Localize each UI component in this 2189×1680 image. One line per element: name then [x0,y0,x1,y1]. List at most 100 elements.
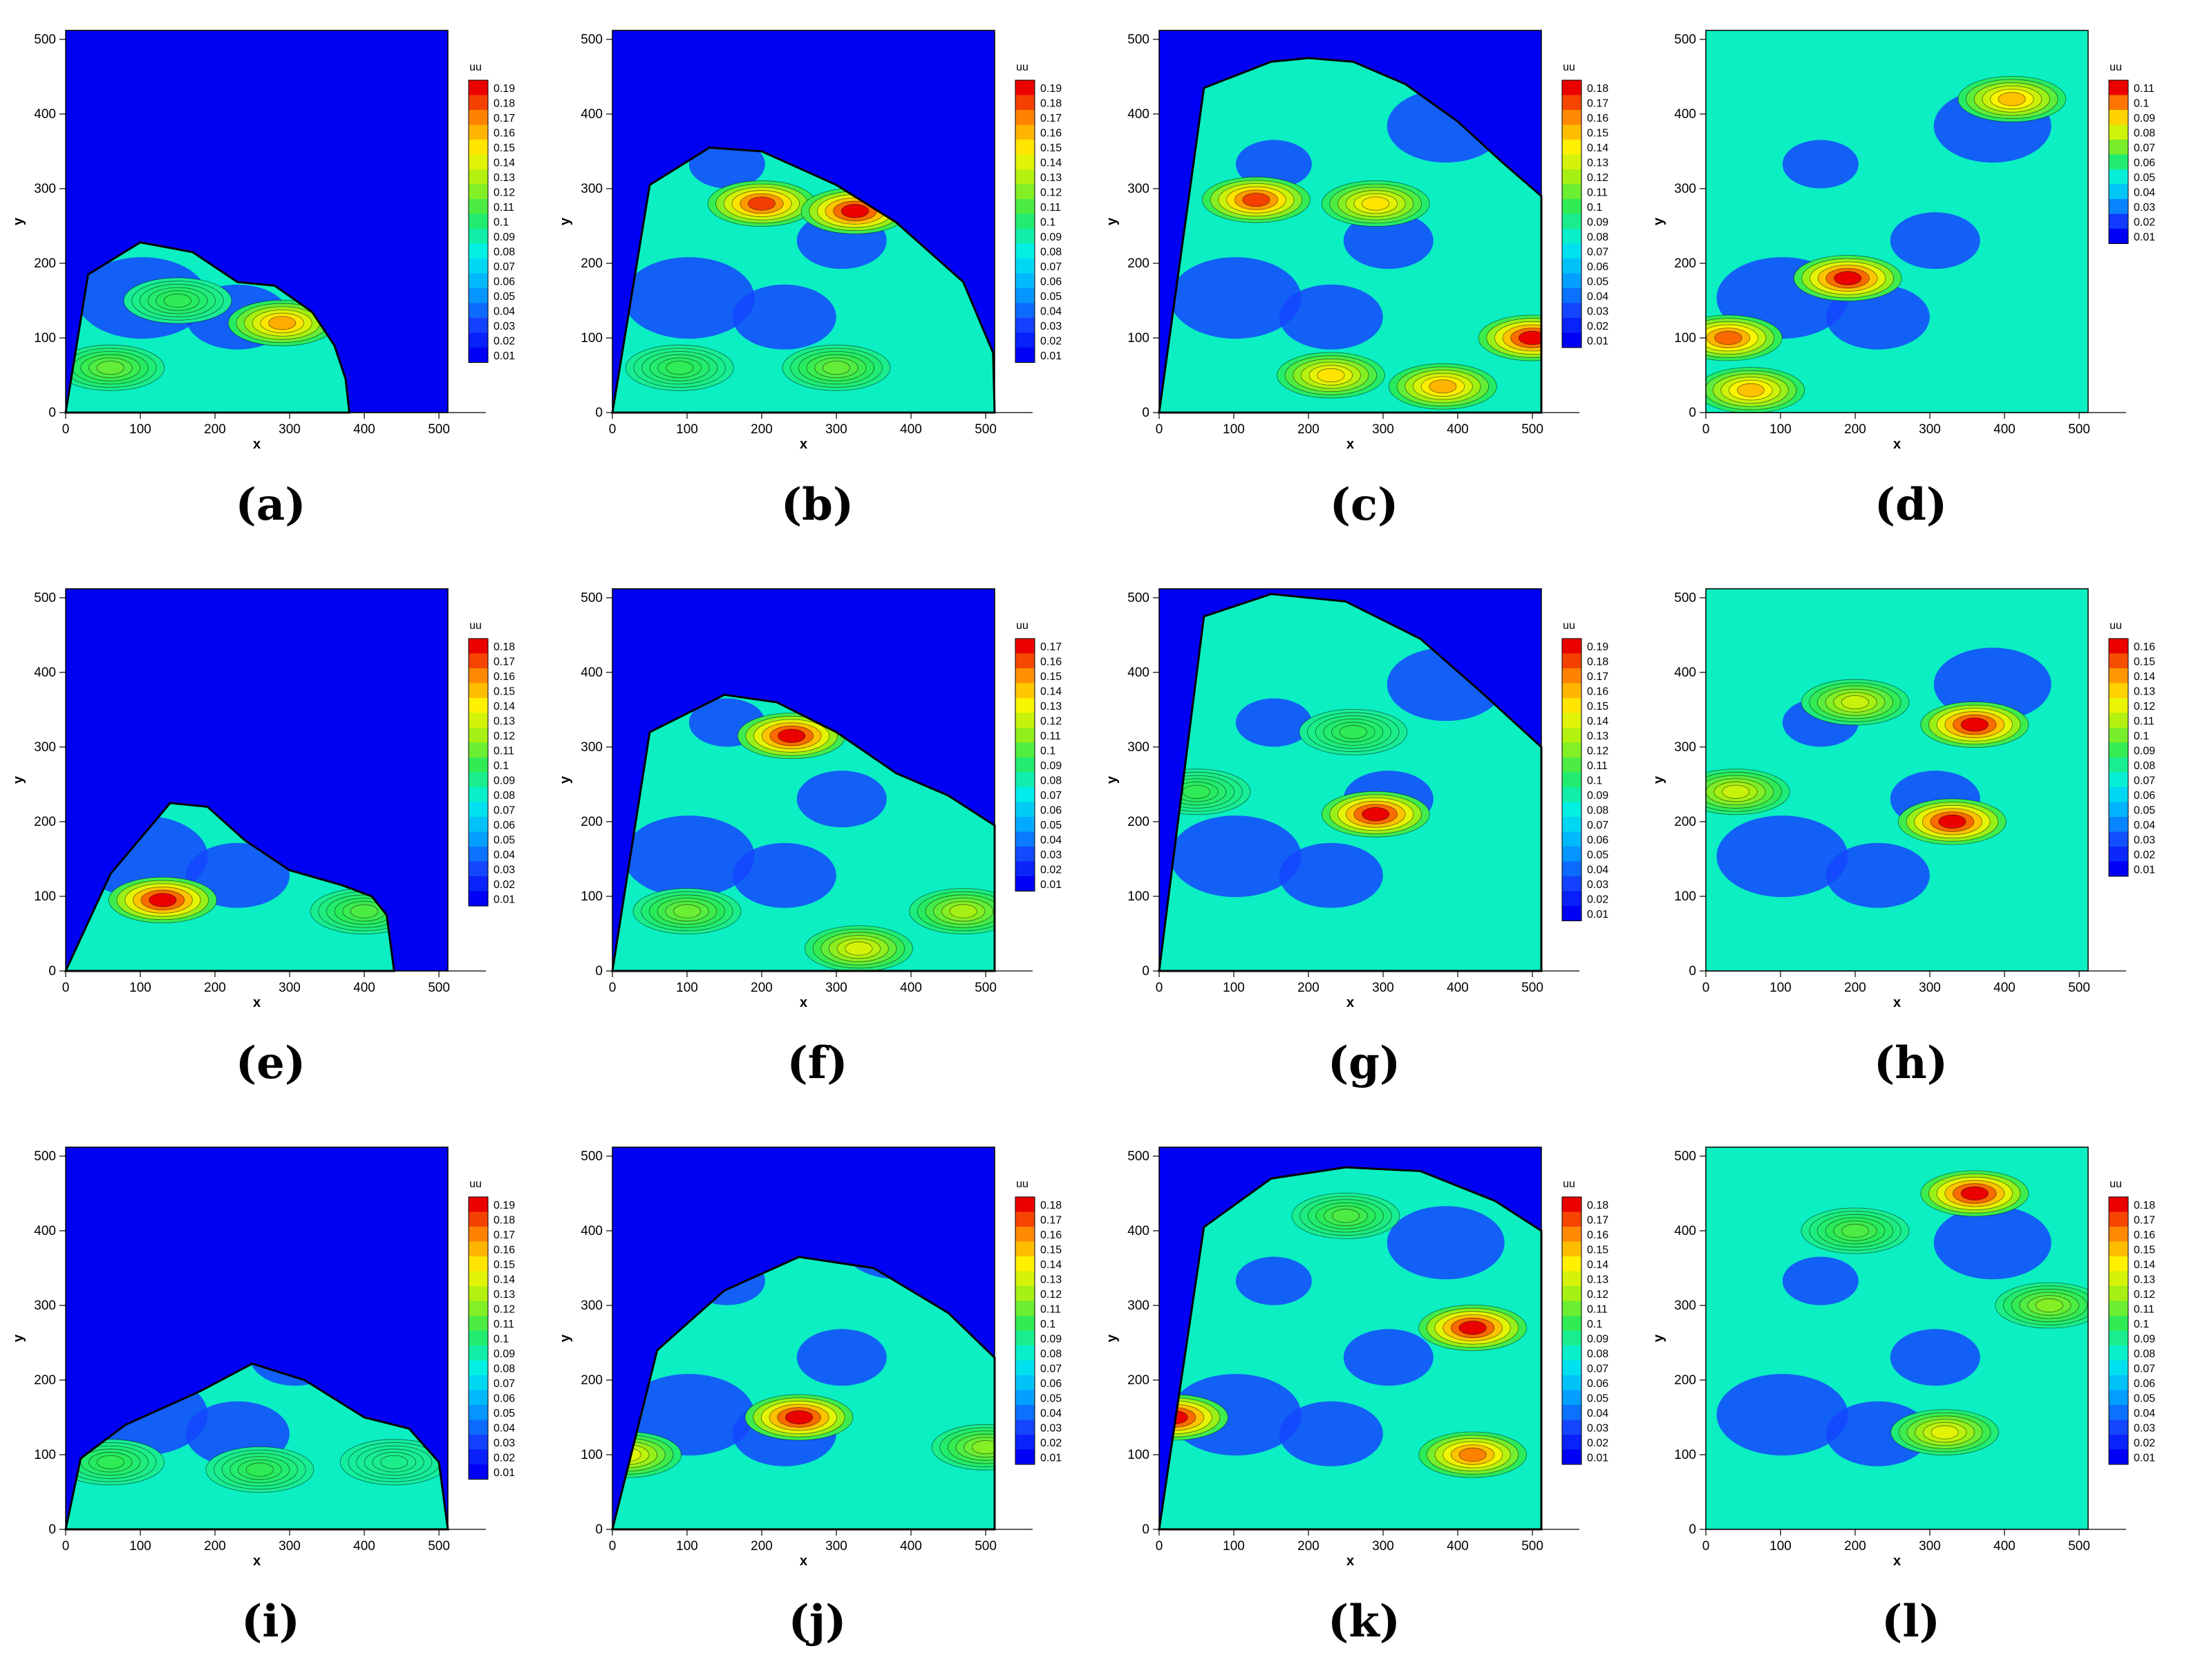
y-axis-label: y [1651,1334,1666,1342]
legend-level-label: 0.08 [494,246,515,258]
legend-swatch [1562,1390,1581,1405]
legend-level-label: 0.17 [494,113,515,124]
x-axis-label: x [1346,995,1354,1010]
legend-swatch [469,1360,488,1375]
x-tick-label: 300 [1919,422,1941,437]
legend-level-label: 0.13 [494,172,515,184]
legend-frame [1015,638,1035,891]
legend-swatch [1562,214,1581,229]
x-tick-label: 0 [1702,1539,1710,1554]
legend-swatch [1562,698,1581,713]
y-tick-label: 100 [1674,331,1696,346]
hotspot-contour [1960,1186,1989,1201]
hotspot-contour [666,361,694,375]
y-tick-label: 500 [34,1149,56,1164]
panel-k: 0 100 200 300 400 500 0 100 200 300 400 500 x y uu 0.18… [1105,1146,1608,1648]
x-tick-label: 500 [428,422,450,437]
x-tick-label: 400 [900,981,922,995]
legend-title: uu [1016,62,1028,73]
legend-swatch [1015,1390,1035,1405]
y-tick-label: 300 [581,1299,603,1313]
y-tick-label: 500 [34,591,56,605]
legend-swatch [2109,1316,2128,1331]
legend-level-label: 0.15 [1040,1244,1062,1256]
legend-swatch [1015,1346,1035,1361]
legend-swatch [1015,229,1035,244]
x-tick-label: 300 [1372,422,1394,437]
low-region [1716,1374,1848,1456]
legend-level-label: 0.18 [494,1214,515,1226]
legend-level-label: 0.05 [1040,820,1062,831]
legend-swatch [1562,1435,1581,1450]
legend-swatch [2109,229,2128,244]
colorbar-legend: uu 0.18 0.17 0.16 0.15 0.14 0.13 0.12 0.11 0.1 0.0… [2108,1178,2155,1465]
legend-swatch [2109,110,2128,125]
legend-swatch [469,742,488,757]
legend-level-label: 0.03 [494,1437,515,1449]
x-tick-label: 200 [1297,981,1319,995]
legend-swatch [1562,288,1581,303]
y-tick-label: 300 [1674,182,1696,196]
legend-level-label: 0.09 [494,1348,515,1360]
interface-line [64,241,351,414]
legend-level-label: 0.08 [2134,760,2155,772]
legend-swatch [1015,199,1035,214]
hotspot-contour [1317,368,1345,383]
legend-level-label: 0.09 [1587,790,1608,802]
legend-swatch [2109,214,2128,229]
legend-level-label: 0.11 [494,202,514,214]
legend-level-label: 0.14 [1040,686,1062,697]
legend-level-label: 0.05 [1040,291,1062,303]
legend-level-label: 0.03 [494,864,515,876]
hotspot-contour [673,904,702,918]
legend-swatch [1015,1301,1035,1316]
legend-level-label: 0.13 [1587,730,1608,742]
legend-level-label: 0.04 [1040,834,1062,846]
contour-field [1706,30,2088,413]
legend-level-label: 0.17 [494,1229,515,1241]
legend-swatch [1015,95,1035,110]
legend-level-label: 0.01 [494,350,515,362]
legend-level-label: 0.11 [1040,202,1061,214]
legend-level-label: 0.11 [1040,730,1061,742]
x-tick-label: 300 [1372,1539,1394,1554]
colorbar-legend: uu 0.11 0.1 0.09 0.08 0.07 0.06 0.05 0.04 0.03 0.0… [2108,62,2155,244]
legend-swatch [1015,772,1035,787]
y-tick-label: 100 [581,1448,603,1462]
y-tick-label: 100 [1674,1448,1696,1462]
legend-level-label: 0.11 [1587,760,1608,772]
x-axis-label: x [1893,1554,1901,1569]
legend-swatch [1562,1419,1581,1435]
low-region [688,147,765,189]
legend-level-label: 0.13 [1040,701,1062,712]
legend-swatch [469,1286,488,1301]
legend-frame [468,79,489,363]
x-tick-label: 100 [676,981,698,995]
legend-level-label: 0.08 [2134,1348,2155,1360]
legend-level-label: 0.06 [1040,276,1062,287]
legend-level-label: 0.11 [1040,1303,1061,1315]
legend-swatch [1562,1346,1581,1361]
x-tick-label: 100 [1769,422,1792,437]
legend-level-label: 0.01 [2134,232,2155,243]
legend-frame [1561,79,1582,348]
x-tick-label: 300 [279,1539,301,1554]
y-tick-label: 200 [1674,256,1696,271]
legend-level-label: 0.07 [1040,790,1062,802]
legend-level-label: 0.07 [1040,261,1062,273]
legend-swatch [469,288,488,303]
legend-swatch [469,318,488,333]
legend-swatch [1562,1330,1581,1346]
legend-level-label: 0.03 [1040,321,1062,332]
y-tick-label: 500 [34,32,56,47]
legend-swatch [469,728,488,743]
legend-swatch [1562,273,1581,288]
legend-level-label: 0.06 [1040,804,1062,816]
legend-level-label: 0.08 [1040,1348,1062,1360]
legend-level-label: 0.12 [1587,1289,1608,1301]
hotspot-contour [380,1455,408,1469]
legend-swatch [1562,653,1581,668]
y-tick-label: 200 [581,815,603,829]
low-region [1825,842,1930,908]
legend-frame [2108,638,2129,877]
